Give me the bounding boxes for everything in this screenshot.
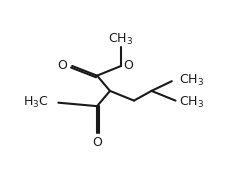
Text: CH$_3$: CH$_3$	[179, 73, 204, 88]
Text: CH$_3$: CH$_3$	[109, 32, 134, 47]
Text: O: O	[92, 136, 102, 149]
Text: CH$_3$: CH$_3$	[179, 94, 204, 110]
Text: O: O	[58, 59, 68, 73]
Text: H$_3$C: H$_3$C	[23, 95, 48, 110]
Text: O: O	[123, 59, 133, 73]
